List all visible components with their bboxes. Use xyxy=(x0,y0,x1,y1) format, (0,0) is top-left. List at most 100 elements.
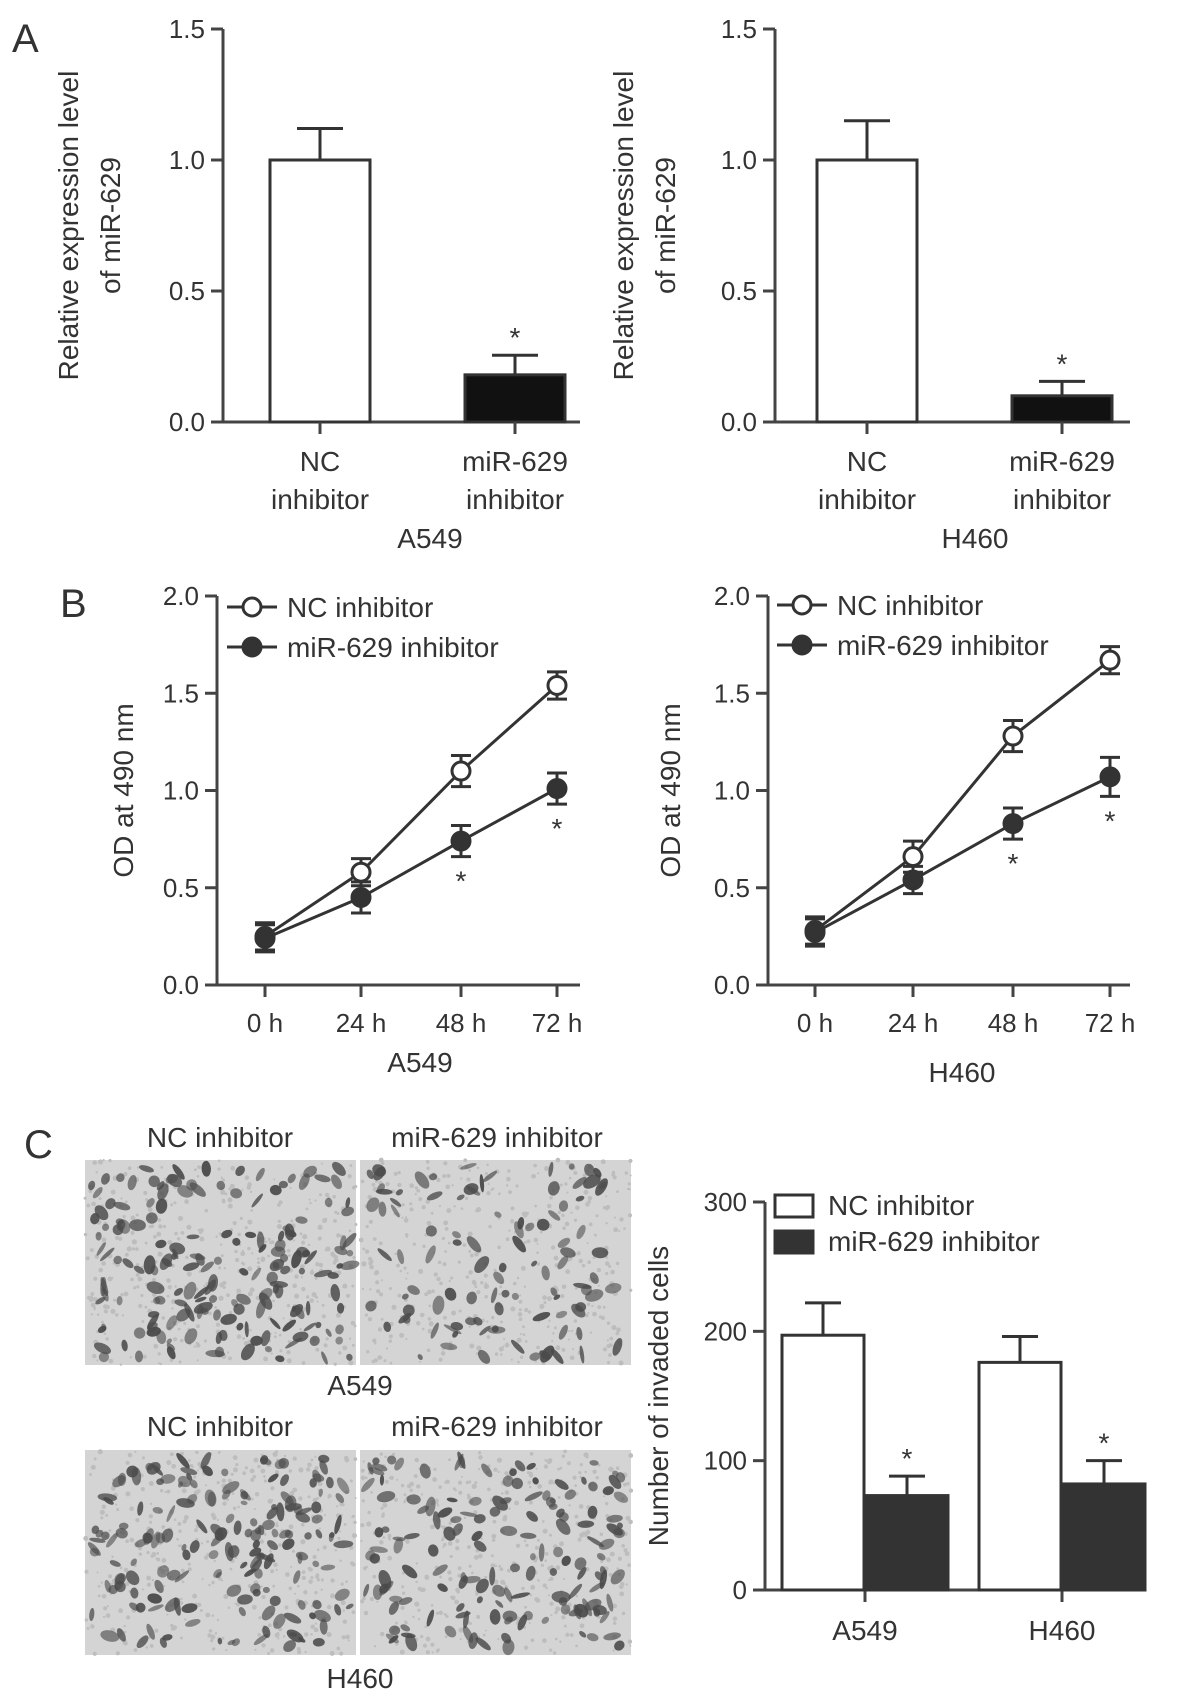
speckle xyxy=(417,1586,423,1592)
speckle xyxy=(105,1513,109,1517)
speckle xyxy=(564,1221,570,1227)
speckle xyxy=(324,1192,330,1198)
speckle xyxy=(220,1176,223,1179)
cell xyxy=(326,1476,334,1489)
cell xyxy=(208,1274,219,1292)
series-line-0 xyxy=(814,659,1111,932)
speckle xyxy=(166,1294,170,1298)
speckle xyxy=(149,1520,153,1524)
significance-marker: * xyxy=(1099,1428,1110,1459)
cell xyxy=(558,1324,568,1340)
speckle xyxy=(548,1533,553,1537)
speckle xyxy=(300,1276,303,1279)
cell xyxy=(146,1623,155,1640)
speckle xyxy=(444,1480,448,1484)
cell xyxy=(541,1616,550,1624)
speckle xyxy=(151,1578,155,1582)
cell xyxy=(224,1542,234,1562)
speckle xyxy=(235,1462,239,1467)
cell xyxy=(157,1565,170,1578)
speckle xyxy=(373,1645,377,1648)
speckle xyxy=(471,1279,477,1285)
speckle xyxy=(529,1451,534,1456)
cell xyxy=(297,1600,306,1610)
speckle xyxy=(195,1450,199,1454)
x-tick-label: 72 h xyxy=(1085,1008,1136,1038)
speckle xyxy=(85,1256,90,1261)
speckle xyxy=(340,1600,346,1606)
speckle xyxy=(559,1183,563,1187)
speckle xyxy=(431,1651,434,1654)
x-category-label: inhibitor xyxy=(466,484,564,515)
cell xyxy=(365,1300,377,1312)
speckle xyxy=(527,1480,532,1485)
speckle xyxy=(261,1643,266,1648)
speckle xyxy=(308,1198,311,1201)
data-point xyxy=(902,869,924,891)
cell xyxy=(389,1197,402,1207)
speckle xyxy=(330,1578,335,1583)
cell xyxy=(573,1282,592,1289)
data-point xyxy=(1099,766,1121,788)
speckle xyxy=(96,1571,99,1574)
speckle xyxy=(400,1483,405,1488)
bar-1 xyxy=(463,373,567,424)
speckle xyxy=(540,1563,544,1567)
speckle xyxy=(108,1574,113,1579)
speckle xyxy=(587,1260,591,1265)
cell xyxy=(502,1610,518,1622)
speckle xyxy=(406,1272,409,1275)
speckle xyxy=(251,1497,254,1501)
speckle xyxy=(629,1288,633,1292)
cell xyxy=(345,1197,351,1209)
speckle xyxy=(612,1616,618,1621)
cell xyxy=(452,1231,461,1239)
cell xyxy=(221,1468,229,1477)
cell xyxy=(116,1173,125,1183)
speckle xyxy=(253,1457,259,1463)
speckle xyxy=(536,1538,540,1542)
speckle xyxy=(177,1544,180,1547)
speckle xyxy=(523,1240,527,1244)
cell xyxy=(332,1161,346,1176)
cell xyxy=(304,1250,317,1265)
cell xyxy=(548,1503,558,1510)
cell xyxy=(576,1326,583,1341)
speckle xyxy=(83,1535,89,1541)
speckle xyxy=(115,1503,118,1506)
cell xyxy=(280,1491,294,1505)
speckle xyxy=(555,1606,561,1612)
speckle xyxy=(587,1311,590,1314)
cell xyxy=(201,1160,211,1177)
speckle xyxy=(458,1627,464,1633)
speckle xyxy=(543,1300,547,1304)
speckle xyxy=(383,1359,387,1363)
speckle xyxy=(315,1347,320,1352)
speckle xyxy=(414,1186,419,1190)
speckle xyxy=(149,1502,153,1506)
cell xyxy=(374,1527,384,1538)
speckle xyxy=(285,1572,290,1577)
speckle xyxy=(529,1593,533,1597)
cell xyxy=(250,1529,261,1542)
cell xyxy=(255,1167,265,1182)
speckle xyxy=(521,1211,527,1216)
speckle xyxy=(415,1580,418,1584)
cell xyxy=(250,1583,261,1594)
speckle xyxy=(353,1324,357,1328)
cell xyxy=(346,1353,353,1361)
cell xyxy=(426,1191,443,1201)
speckle xyxy=(259,1539,264,1544)
speckle xyxy=(141,1320,145,1323)
speckle xyxy=(443,1542,447,1547)
speckle xyxy=(310,1633,313,1636)
speckle xyxy=(561,1615,566,1620)
speckle xyxy=(221,1579,224,1582)
speckle xyxy=(345,1293,351,1298)
speckle xyxy=(173,1201,177,1205)
speckle xyxy=(476,1615,481,1620)
cell xyxy=(432,1511,441,1530)
cell xyxy=(104,1579,112,1593)
speckle xyxy=(334,1549,338,1552)
